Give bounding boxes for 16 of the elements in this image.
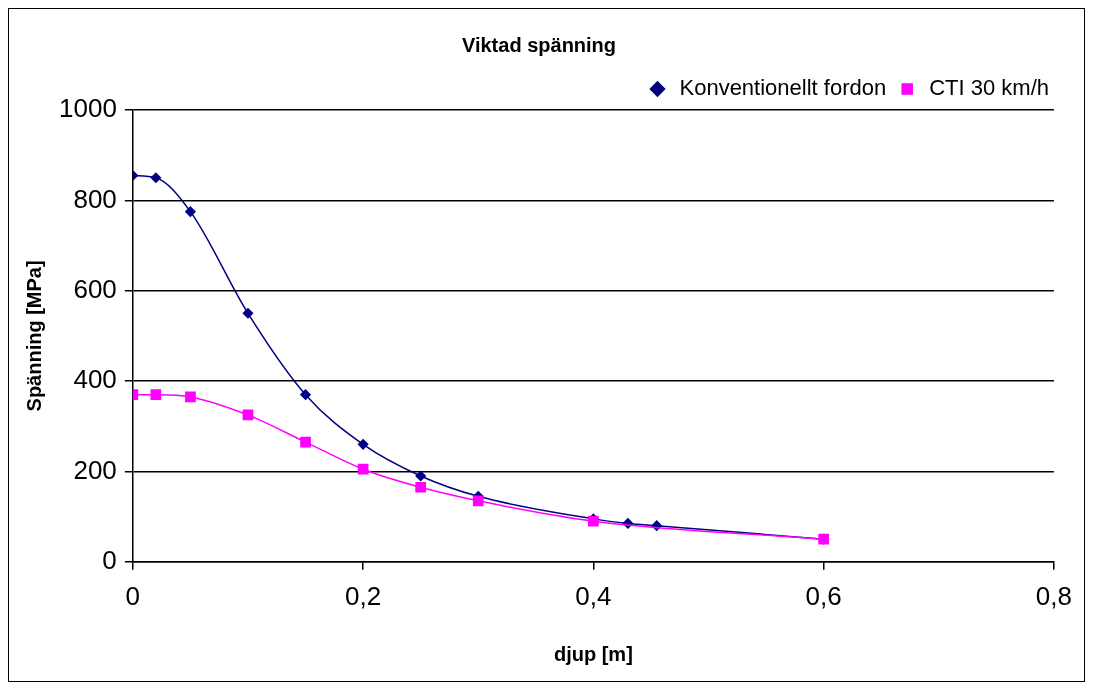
y-axis-title: Spänning [MPa]: [22, 260, 45, 412]
y-tick-label: 200: [73, 454, 117, 485]
x-axis-title: djup [m]: [553, 642, 633, 665]
x-tick-label: 0,2: [345, 580, 382, 611]
y-tick-label: 800: [73, 183, 117, 214]
legend-label: Konventionellt fordon: [679, 75, 887, 101]
x-tick-label: 0: [125, 580, 141, 611]
x-tick-label: 0,6: [805, 580, 842, 611]
x-tick-label: 0,8: [1035, 580, 1073, 611]
y-tick-label: 600: [73, 273, 117, 304]
y-tick-label: 0: [102, 544, 117, 575]
chart-title: Viktad spänning: [461, 33, 617, 56]
x-tick-label: 0,4: [575, 580, 612, 611]
y-tick-label: 1000: [59, 93, 117, 124]
y-tick-label: 400: [73, 364, 117, 395]
legend-label: CTI 30 km/h: [929, 75, 1049, 101]
